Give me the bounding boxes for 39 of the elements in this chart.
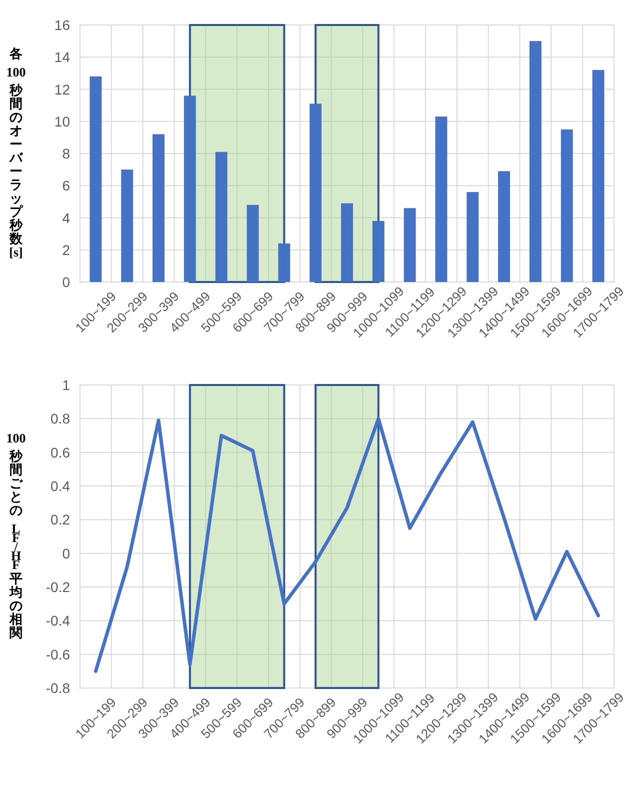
bar xyxy=(278,243,290,282)
line-series xyxy=(94,416,600,673)
y-tick-label: -0.6 xyxy=(46,646,70,662)
bar xyxy=(498,171,510,282)
y-tick-label: 14 xyxy=(54,49,70,66)
text: 100 秒間ごとの LF/HF 平均の相関 xyxy=(6,430,26,640)
bar xyxy=(530,41,542,282)
y-tick-label: 8 xyxy=(62,146,70,162)
bar xyxy=(404,208,416,282)
y-tick-label: -0.2 xyxy=(46,579,70,595)
y-tick-label: 10 xyxy=(54,113,70,130)
y-tick-label: 12 xyxy=(54,81,70,98)
y-tick-label: -0.8 xyxy=(46,680,70,696)
y-tick-label: 0.4 xyxy=(50,478,70,494)
bar xyxy=(466,192,479,282)
y-tick-label: 6 xyxy=(62,178,70,194)
bar xyxy=(592,70,604,282)
text: 各 100 秒間のオーバーラップ秒数[s] xyxy=(6,46,26,260)
bar xyxy=(152,134,164,282)
y-tick-label: 0 xyxy=(62,545,70,562)
y-tick-label: -0.4 xyxy=(46,612,70,629)
bar xyxy=(215,152,228,282)
y-tick-label: 0.6 xyxy=(50,444,70,460)
y-tick-label: 0 xyxy=(62,274,70,290)
bar xyxy=(310,104,322,282)
bar xyxy=(435,116,448,282)
y-tick-label: 0.2 xyxy=(50,512,70,528)
bar xyxy=(184,96,196,282)
bar xyxy=(372,220,384,282)
bar xyxy=(560,129,573,282)
bar xyxy=(121,170,134,282)
y-tick-label: 2 xyxy=(62,242,70,258)
y-tick-label: 16 xyxy=(54,17,70,33)
y-tick-label: 1 xyxy=(62,377,70,393)
y-tick-label: 4 xyxy=(62,210,70,226)
y-tick-label: 0.8 xyxy=(50,410,70,427)
bar xyxy=(90,76,102,282)
bar xyxy=(246,204,259,282)
bar xyxy=(341,203,353,282)
